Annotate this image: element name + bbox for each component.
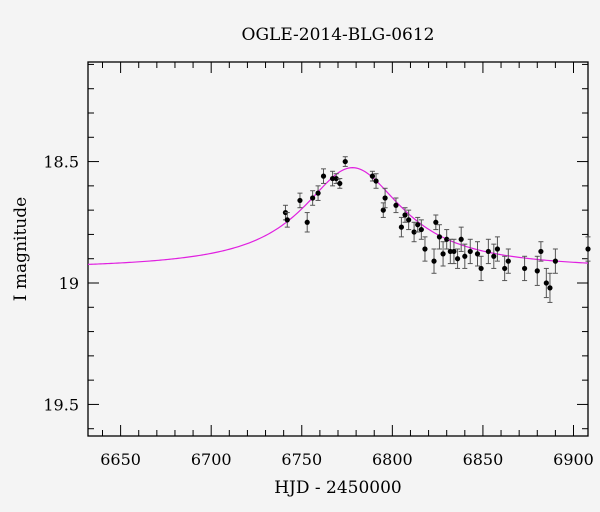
data-point [547,285,553,291]
data-point [304,219,310,225]
data-point [436,234,443,240]
data-point [444,236,450,242]
data-point [333,175,339,182]
data-point [458,236,464,242]
data-point [297,197,303,204]
data-point [422,246,428,252]
y-axis-label: I magnitude [11,197,31,301]
data-point [485,248,491,255]
data-point [538,248,544,255]
x-axis-label: HJD - 2450000 [274,478,402,498]
data-point [447,248,453,255]
chart-title: OGLE-2014-BLG-0612 [242,25,435,45]
data-point [502,265,508,272]
data-point [310,195,316,201]
data-point [534,268,540,274]
y-tick-label: 19 [59,274,79,293]
data-point [418,226,424,233]
data-point [467,248,473,255]
data-point [474,251,481,257]
x-tick-label: 6700 [191,450,232,469]
data-point [451,248,457,255]
data-point [505,258,511,264]
data-point [415,222,421,228]
plot-area: 6650 6700 6750 6800 6850 6900 18.5 19 19.5 [43,61,594,469]
data-point [462,253,468,259]
data-point [411,229,417,235]
data-point [406,217,412,223]
data-point [284,217,290,223]
data-point [320,173,327,179]
data-point [433,219,439,225]
data-point [521,265,528,272]
data-point [431,258,437,264]
y-tick-label: 18.5 [43,153,79,172]
data-point [373,178,379,184]
model-curve [87,167,589,265]
data-point [552,258,558,264]
data-point [491,253,497,259]
data-point [382,195,388,201]
data-point [337,180,343,187]
data-point [402,212,408,218]
x-tick-label: 6800 [372,450,413,469]
data-point [440,251,446,257]
data-point [380,207,386,213]
data-point [342,158,348,165]
data-point [543,280,549,286]
x-tick-label: 6850 [463,450,504,469]
data-point [454,256,461,262]
data-point [585,246,591,252]
data-point [393,202,399,208]
data-point [398,224,405,230]
data-point [329,175,336,182]
y-tick-label: 19.5 [43,395,79,414]
x-tick-label: 6650 [100,450,141,469]
data-point [315,190,321,196]
data-point [478,265,484,272]
plot-frame [87,61,589,437]
x-tick-label: 6900 [553,450,594,469]
data-point [494,246,501,252]
data-point [369,173,376,179]
x-tick-label: 6750 [281,450,322,469]
